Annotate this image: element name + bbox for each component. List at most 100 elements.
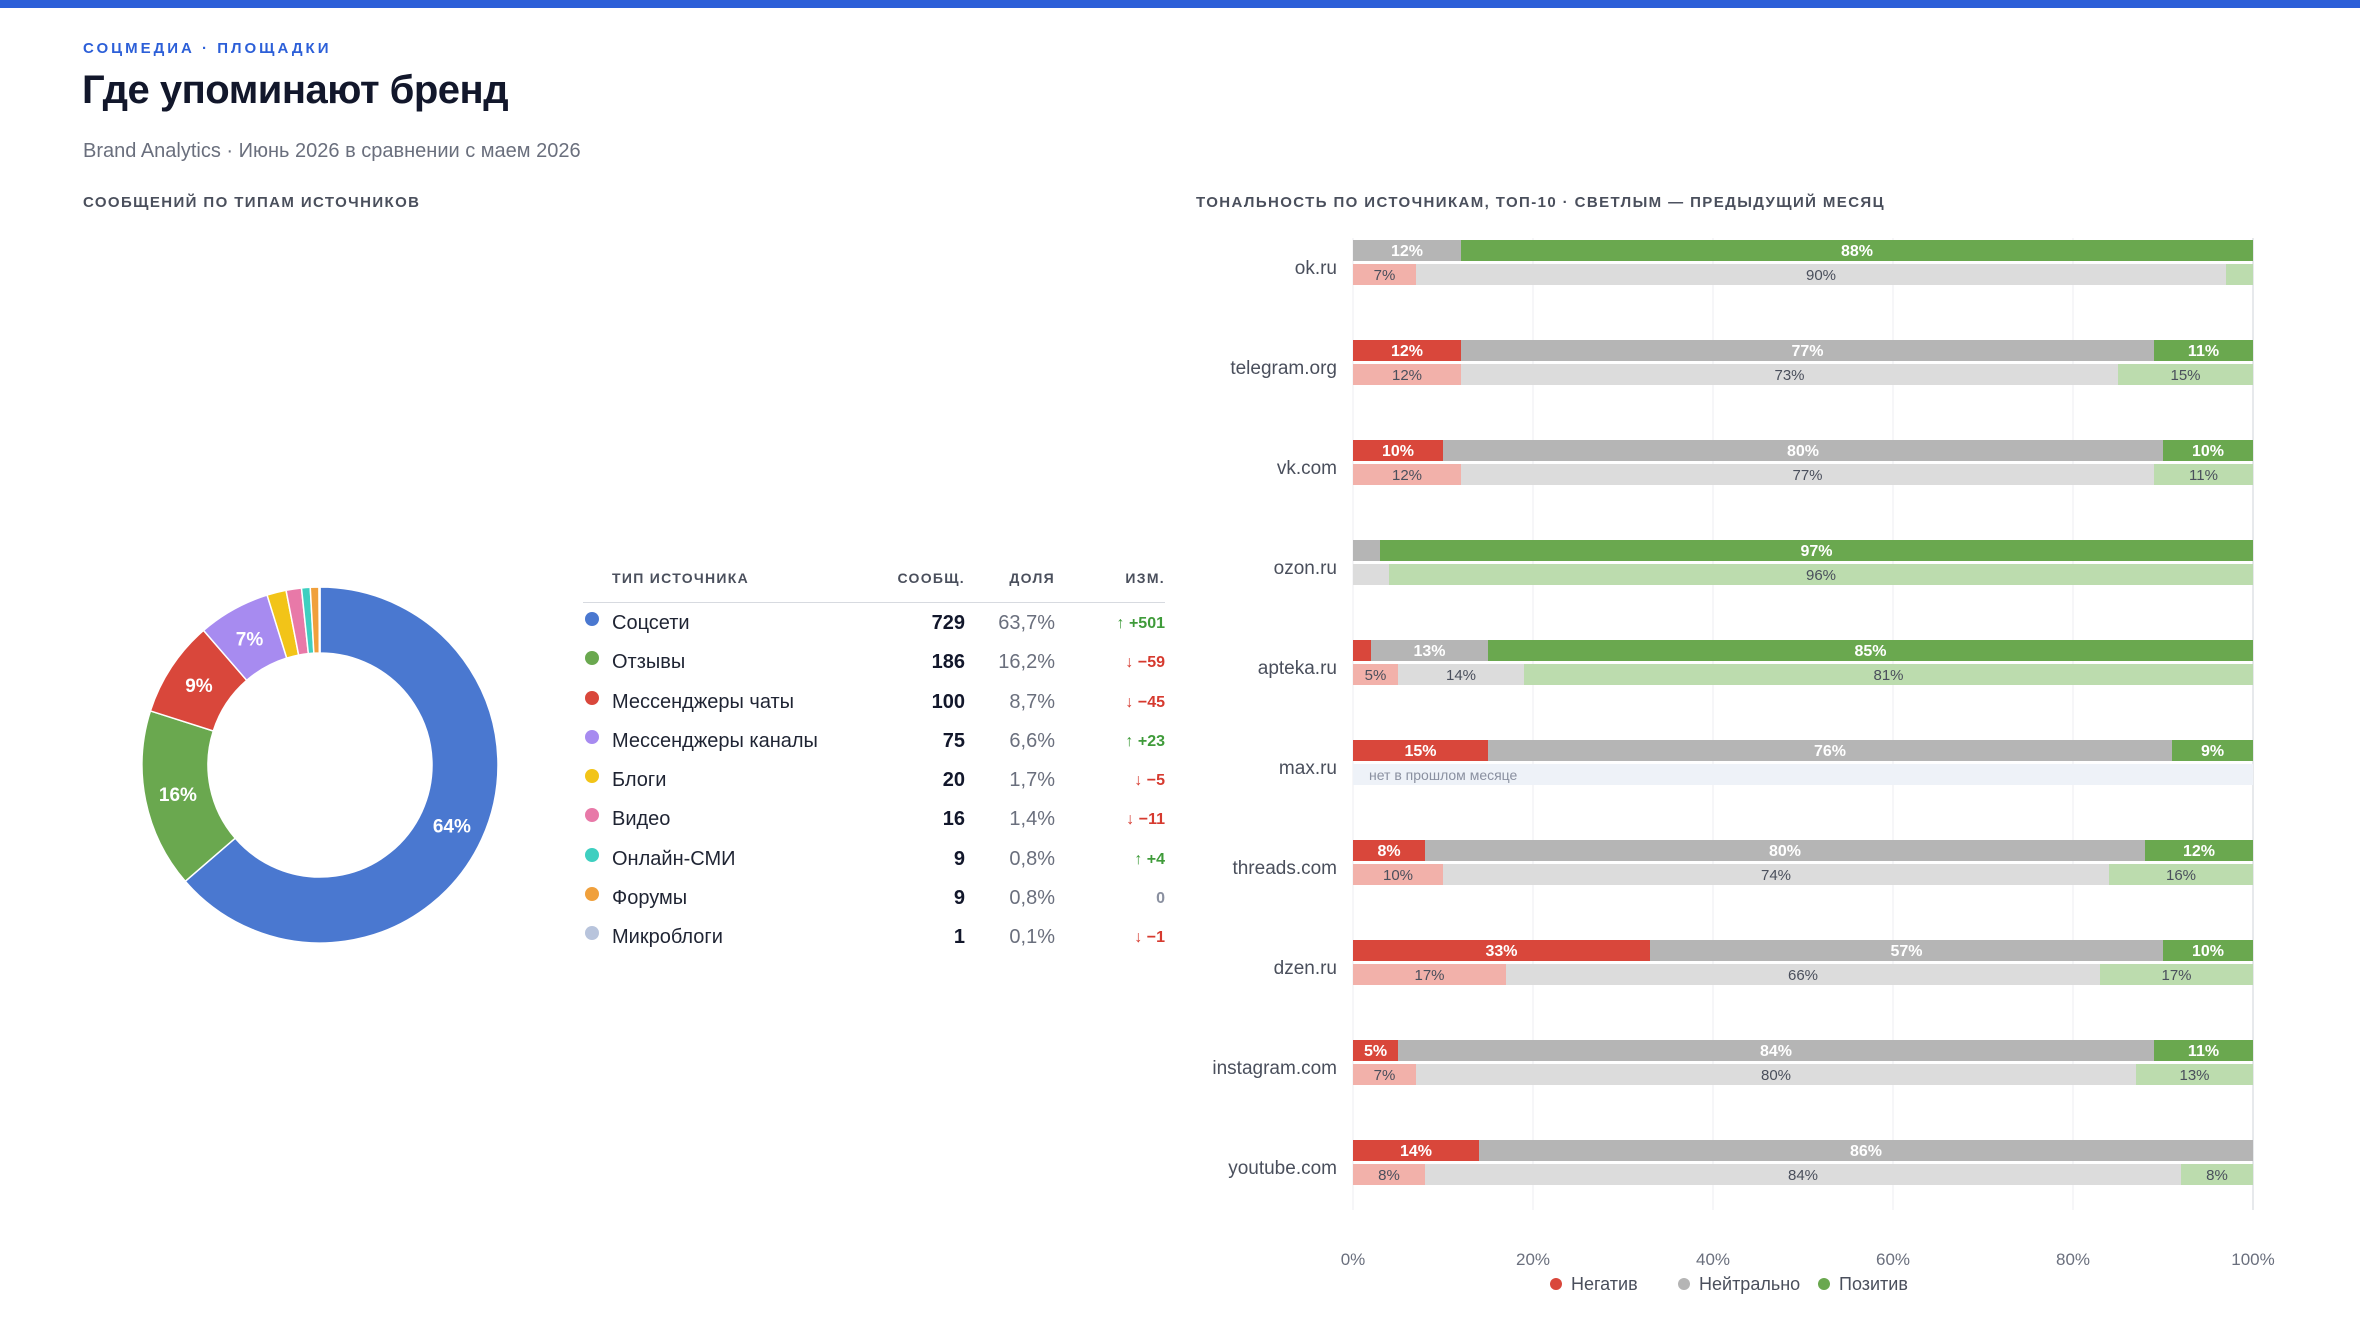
bar-value-label-current: 12%	[1391, 243, 1423, 260]
bar-segment-current	[1425, 840, 2145, 861]
bar-segment-current	[1353, 940, 1650, 961]
bar-segment-previous	[1353, 1064, 1416, 1085]
bar-value-label-previous: 73%	[1774, 367, 1804, 384]
change-value: ↑ +4	[1134, 850, 1165, 868]
source-type-name: Форумы	[612, 887, 688, 910]
bar-segment-previous	[2154, 464, 2253, 485]
bar-segment-previous	[1353, 864, 1443, 885]
bar-value-label-current: 8%	[1377, 843, 1400, 860]
bar-value-label-current: 33%	[1485, 943, 1517, 960]
bar-value-label-current: 15%	[1404, 743, 1436, 760]
bar-value-label-previous: 80%	[1761, 1067, 1791, 1084]
donut-slice-label: 16%	[159, 785, 197, 806]
category-label: youtube.com	[1228, 1158, 1337, 1179]
bar-value-label-current: 84%	[1760, 1043, 1792, 1060]
table-row: Блоги 20 1,7% ↓ −5	[583, 760, 1165, 799]
no-previous-data-label: нет в прошлом месяце	[1369, 767, 1518, 783]
change-value: ↓ −45	[1125, 693, 1165, 711]
bar-value-label-current: 12%	[2183, 843, 2215, 860]
bar-segment-previous	[1416, 1064, 2136, 1085]
bar-segment-previous	[1353, 264, 1416, 285]
bar-value-label-current: 80%	[1787, 443, 1819, 460]
table-row: Видео 16 1,4% ↓ −11	[583, 799, 1165, 838]
bar-value-label-current: 14%	[1400, 1143, 1432, 1160]
legend-dot	[585, 847, 599, 862]
bar-value-label-current: 10%	[2192, 443, 2224, 460]
bar-value-label-current: 97%	[1800, 543, 1832, 560]
legend-marker	[1550, 1278, 1562, 1290]
message-count: 186	[931, 651, 965, 674]
bar-segment-current	[1353, 840, 1425, 861]
legend-dot	[585, 926, 599, 941]
bar-segment-previous	[1353, 464, 1461, 485]
bar-value-label-previous: 13%	[2179, 1067, 2209, 1084]
share-percent: 16,2%	[998, 651, 1055, 674]
bar-segment-current	[1488, 740, 2172, 761]
legend-dot	[585, 690, 599, 705]
tonality-stacked-bar-chart: 0% 20% 40% 60% 80% 100% ok.ru 12% 88% 7% 90% telegr…	[1212, 238, 2275, 1294]
legend-dot	[585, 769, 599, 784]
source-types-section-label: СООБЩЕНИЙ ПО ТИПАМ ИСТОЧНИКОВ	[83, 194, 421, 211]
change-value: 0	[1156, 890, 1165, 908]
source-type-name: Онлайн-СМИ	[612, 847, 736, 870]
bar-value-label-current: 13%	[1413, 643, 1445, 660]
column-header-type: ТИП ИСТОЧНИКА	[612, 570, 750, 586]
bar-segment-current	[2154, 340, 2253, 361]
bar-value-label-previous: 96%	[1806, 567, 1836, 584]
bar-segment-previous	[1353, 564, 1389, 585]
bar-value-label-previous: 90%	[1806, 267, 1836, 284]
bar-value-label-current: 9%	[2201, 743, 2224, 760]
bar-value-label-previous: 5%	[1365, 667, 1387, 684]
category-label: instagram.com	[1212, 1058, 1337, 1079]
x-tick-label: 60%	[1876, 1250, 1910, 1269]
category-label: threads.com	[1232, 858, 1337, 879]
donut-slice-label: 64%	[433, 816, 471, 837]
message-count: 20	[942, 769, 965, 792]
source-type-name: Мессенджеры чаты	[612, 690, 795, 713]
bar-value-label-previous: 11%	[2189, 467, 2218, 484]
bar-segment-current	[1353, 640, 1371, 661]
bar-segment-current	[1353, 740, 1488, 761]
bar-value-label-previous: 10%	[1383, 867, 1413, 884]
bar-segment-current	[1650, 940, 2163, 961]
bar-segment-previous	[1353, 1164, 1425, 1185]
bar-segment-previous	[1461, 364, 2118, 385]
bar-value-label-previous: 7%	[1374, 267, 1396, 284]
table-row: Онлайн-СМИ 9 0,8% ↑ +4	[583, 839, 1165, 878]
table-row: Микроблоги 1 0,1% ↓ −1	[583, 917, 1165, 956]
page-title: Где упоминают бренд	[82, 68, 509, 112]
bar-value-label-previous: 8%	[1378, 1167, 1400, 1184]
category-label: vk.com	[1277, 458, 1337, 479]
table-header-row: ТИП ИСТОЧНИКА СООБЩ. ДОЛЯ ИЗМ.	[583, 568, 1165, 603]
message-count: 729	[931, 612, 965, 634]
bar-segment-current	[2145, 840, 2253, 861]
share-percent: 8,7%	[1009, 690, 1055, 713]
bar-segment-current	[1380, 540, 2253, 561]
bar-segment-previous	[1416, 264, 2226, 285]
bar-segment-current	[1488, 640, 2253, 661]
bar-segment-current	[1479, 1140, 2253, 1161]
donut-slice-label: 7%	[236, 629, 264, 650]
bar-segment-current	[1461, 240, 2253, 261]
bar-segment-current	[1443, 440, 2163, 461]
bar-value-label-current: 77%	[1791, 343, 1823, 360]
bar-segment-previous	[2226, 264, 2253, 285]
legend-dot	[585, 808, 599, 823]
no-previous-data-band	[1353, 764, 2253, 785]
share-percent: 1,7%	[1009, 769, 1055, 792]
bar-segment-previous	[1461, 464, 2154, 485]
legend-dot	[585, 887, 599, 902]
bar-segment-previous	[1425, 1164, 2181, 1185]
bar-value-label-current: 57%	[1890, 943, 1922, 960]
bar-segment-current	[2163, 940, 2253, 961]
share-percent: 0,8%	[1009, 887, 1055, 910]
bar-value-label-previous: 12%	[1392, 367, 1422, 384]
source-type-name: Мессенджеры каналы	[612, 729, 818, 752]
bar-segment-current	[1353, 1140, 1479, 1161]
message-count: 9	[953, 887, 965, 910]
bar-segment-previous	[1506, 964, 2100, 985]
bar-value-label-current: 80%	[1769, 843, 1801, 860]
bar-value-label-previous: 15%	[2170, 367, 2200, 384]
share-percent: 6,6%	[1009, 729, 1055, 752]
legend-marker	[1678, 1278, 1690, 1290]
